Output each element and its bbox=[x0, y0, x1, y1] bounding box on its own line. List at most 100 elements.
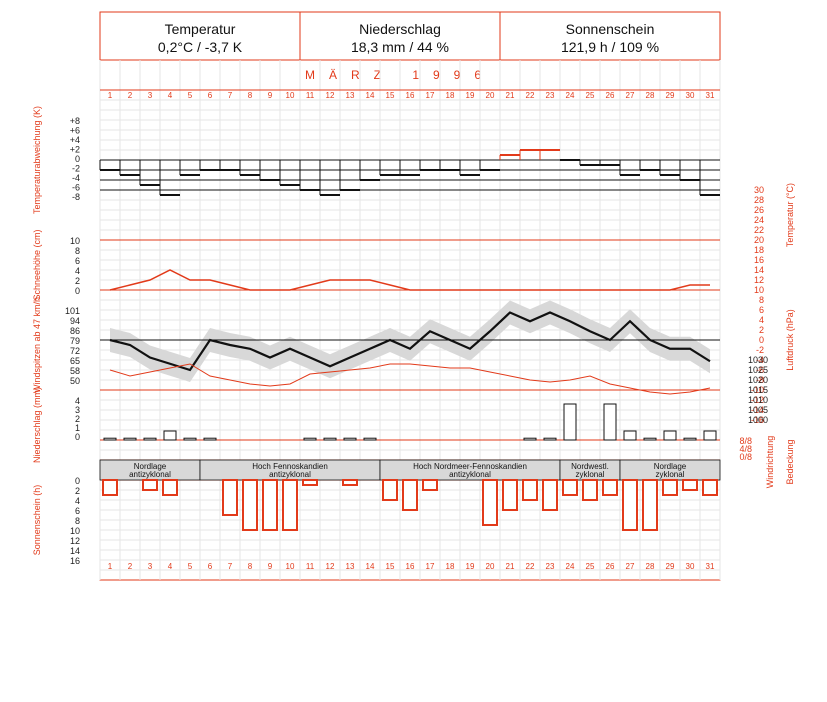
sun-tick: 8 bbox=[75, 516, 80, 526]
day-label-top: 12 bbox=[326, 91, 335, 100]
weather-situation-line1: Nordlage bbox=[654, 462, 687, 471]
temp-tick: 12 bbox=[754, 275, 764, 285]
sun-tick: 0 bbox=[75, 476, 80, 486]
day-label-top: 6 bbox=[208, 91, 213, 100]
weather-situation-line1: Nordwestl. bbox=[571, 462, 609, 471]
sunshine-bar bbox=[542, 479, 558, 511]
precip-tick: 2 bbox=[75, 414, 80, 424]
cover-tick: 8/8 bbox=[739, 436, 752, 446]
day-label-bottom: 19 bbox=[466, 562, 475, 571]
pressure-tick: 1000 bbox=[748, 415, 768, 425]
chart-marks bbox=[99, 149, 720, 531]
day-label-bottom: 16 bbox=[406, 562, 415, 571]
day-label-top: 10 bbox=[286, 91, 295, 100]
pressure-tick: 1030 bbox=[748, 355, 768, 365]
precip-bar bbox=[203, 437, 217, 441]
day-label-bottom: 4 bbox=[168, 562, 173, 571]
snow-tick: 8 bbox=[75, 246, 80, 256]
sunshine-bar bbox=[382, 479, 398, 501]
precip-bar bbox=[103, 437, 117, 441]
weather-situation-line1: Hoch Nordmeer-Fennoskandien bbox=[413, 462, 527, 471]
temp-tick: 18 bbox=[754, 245, 764, 255]
day-label-bottom: 27 bbox=[626, 562, 635, 571]
precip-bar bbox=[183, 437, 197, 441]
sunshine-bar bbox=[242, 479, 258, 531]
temp-tick: 4 bbox=[759, 315, 764, 325]
sun-tick: 16 bbox=[70, 556, 80, 566]
day-label-bottom: 15 bbox=[386, 562, 395, 571]
sunshine-bar bbox=[282, 479, 298, 531]
precip-axis-label: Niederschlag (mm) bbox=[32, 387, 42, 463]
day-label-top: 5 bbox=[188, 91, 193, 100]
day-label-top: 20 bbox=[486, 91, 495, 100]
temp-tick: 16 bbox=[754, 255, 764, 265]
day-label-bottom: 23 bbox=[546, 562, 555, 571]
precip-tick: 4 bbox=[75, 396, 80, 406]
sunshine-bar bbox=[402, 479, 418, 511]
temp-tick: 28 bbox=[754, 195, 764, 205]
day-label-top: 26 bbox=[606, 91, 615, 100]
day-label-bottom: 14 bbox=[366, 562, 375, 571]
day-label-top: 29 bbox=[666, 91, 675, 100]
sun-tick: 12 bbox=[70, 536, 80, 546]
day-label-bottom: 24 bbox=[566, 562, 575, 571]
snow-tick: 6 bbox=[75, 256, 80, 266]
wind-range-band bbox=[110, 300, 710, 382]
precip-tick: 3 bbox=[75, 405, 80, 415]
day-label-top: 19 bbox=[466, 91, 475, 100]
temperature-title: Temperatur bbox=[165, 21, 236, 37]
temp_dev-tick: -8 bbox=[72, 192, 80, 202]
day-labels-bottom: 1 2 3 4 5 6 7 8 9 10 11 12 13 14 15 16 17 18 19 20 21 22 23 24 2… bbox=[108, 562, 715, 571]
temp-tick: -8 bbox=[756, 375, 764, 385]
temp-tick: 14 bbox=[754, 265, 764, 275]
sunshine-bar bbox=[162, 479, 178, 496]
sunshine-bar bbox=[422, 479, 438, 491]
sunshine-bar bbox=[522, 479, 538, 501]
wind-tick: 58 bbox=[70, 366, 80, 376]
day-label-top: 16 bbox=[406, 91, 415, 100]
sunshine-bar bbox=[642, 479, 658, 531]
sunshine-title: Sonnenschein bbox=[566, 21, 655, 37]
sunshine-bar bbox=[222, 479, 238, 516]
precip-tick: 1 bbox=[75, 423, 80, 433]
precip-bar bbox=[163, 430, 177, 441]
precip-bar bbox=[123, 437, 137, 441]
pressure-axis-label: Luftdruck (hPa) bbox=[785, 309, 795, 371]
precip-bar bbox=[523, 437, 537, 441]
sunshine-bar bbox=[662, 479, 678, 496]
day-label-top: 11 bbox=[306, 91, 315, 100]
pressure-tick: 1025 bbox=[748, 365, 768, 375]
pressure-tick: 1020 bbox=[748, 375, 768, 385]
sunshine-value: 121,9 h / 109 % bbox=[561, 39, 659, 55]
day-label-top: 25 bbox=[586, 91, 595, 100]
day-label-bottom: 7 bbox=[228, 562, 233, 571]
day-label-top: 14 bbox=[366, 91, 375, 100]
sun-tick: 14 bbox=[70, 546, 80, 556]
temp-tick: -6 bbox=[756, 365, 764, 375]
precip-bar bbox=[323, 437, 337, 441]
cover-tick: 4/8 bbox=[739, 444, 752, 454]
day-label-bottom: 1 bbox=[108, 562, 113, 571]
day-label-top: 8 bbox=[248, 91, 253, 100]
wind-tick: 72 bbox=[70, 346, 80, 356]
weather-situation-line2: antizyklonal bbox=[449, 470, 491, 479]
temp-tick: -16 bbox=[751, 415, 764, 425]
sunshine-bar bbox=[302, 479, 318, 486]
sunshine-bar bbox=[102, 479, 118, 496]
sunshine-bar bbox=[602, 479, 618, 496]
day-label-bottom: 31 bbox=[706, 562, 715, 571]
sunshine-bar bbox=[262, 479, 278, 531]
temp_dev-tick: +2 bbox=[70, 145, 80, 155]
sun-axis-label: Sonnenschein (h) bbox=[32, 485, 42, 556]
day-label-top: 30 bbox=[686, 91, 695, 100]
wind-tick: 86 bbox=[70, 326, 80, 336]
temp-tick: 24 bbox=[754, 215, 764, 225]
day-label-top: 23 bbox=[546, 91, 555, 100]
day-label-bottom: 29 bbox=[666, 562, 675, 571]
precip-bar bbox=[683, 437, 697, 441]
day-label-bottom: 10 bbox=[286, 562, 295, 571]
day-label-top: 9 bbox=[268, 91, 273, 100]
day-label-top: 15 bbox=[386, 91, 395, 100]
day-label-bottom: 2 bbox=[128, 562, 133, 571]
temp_dev-tick: +4 bbox=[70, 135, 80, 145]
